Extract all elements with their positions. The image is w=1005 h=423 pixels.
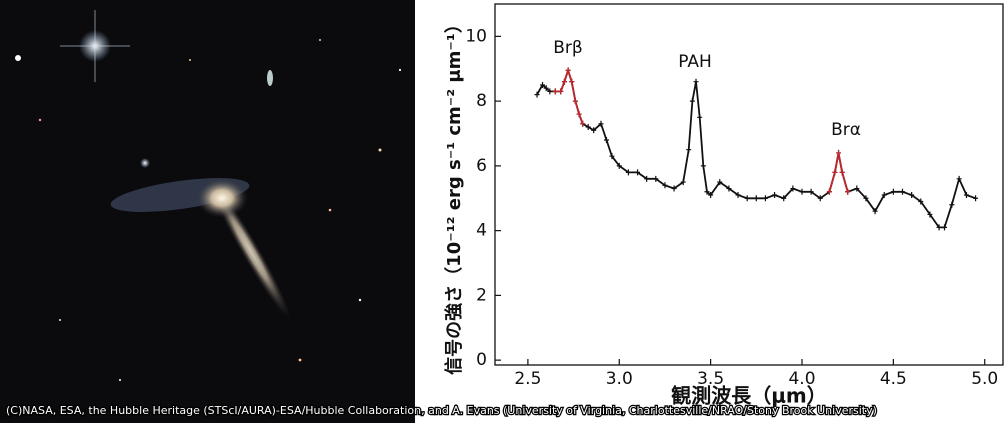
spectrum-line (537, 70, 976, 227)
galaxy-photo (0, 0, 415, 423)
y-tick-label: 8 (476, 91, 487, 111)
spectrum-point (694, 79, 699, 85)
spectrum-point (799, 189, 804, 195)
spectrum-point (836, 150, 841, 156)
y-tick-label: 4 (476, 221, 487, 241)
spectrum-point (573, 98, 578, 104)
spectrum-point (772, 192, 777, 198)
spectrum-point (745, 195, 750, 201)
spectrum-point (891, 189, 896, 195)
annotation: Brα (831, 120, 861, 140)
x-tick-label: 4.5 (880, 369, 907, 389)
photo-credit: (C)NASA, ESA, the Hubble Heritage (STScI… (6, 404, 877, 417)
x-tick-label: 3.5 (697, 369, 724, 389)
plot-frame (495, 4, 1003, 365)
spectrum-point (900, 189, 905, 195)
spectrum-point (558, 88, 563, 94)
spectrum-point (942, 224, 947, 230)
y-tick-label: 0 (476, 350, 487, 370)
spectrum-point (754, 195, 759, 201)
annotation: PAH (678, 52, 712, 72)
spectrum-point (832, 169, 837, 175)
y-tick-label: 10 (465, 26, 487, 46)
spectrum-point (604, 137, 609, 143)
x-tick-label: 5.0 (971, 369, 998, 389)
annotation: Brβ (553, 38, 583, 58)
page: 信号の強さ（10⁻¹² erg s⁻¹ cm⁻² μm⁻¹） 観測波長（μm） … (0, 0, 1005, 423)
x-tick-label: 3.0 (606, 369, 633, 389)
spectrum-point (690, 98, 695, 104)
x-tick-label: 4.0 (788, 369, 815, 389)
x-tick-label: 2.5 (514, 369, 541, 389)
spectrum-point (973, 195, 978, 201)
spectrum-point (949, 202, 954, 208)
spectrum-point (553, 88, 558, 94)
spectrum-point (566, 67, 571, 73)
spectrum-point (845, 189, 850, 195)
spectrum-point (701, 163, 706, 169)
spectrum-point (569, 79, 574, 85)
y-axis-label: 信号の強さ（10⁻¹² erg s⁻¹ cm⁻² μm⁻¹） (443, 15, 465, 375)
y-tick-label: 6 (476, 156, 487, 176)
spectrum-point (586, 124, 591, 130)
spectrum-point (763, 195, 768, 201)
spectrum-point (697, 114, 702, 120)
spectrum-point (840, 169, 845, 175)
y-tick-label: 2 (476, 285, 487, 305)
figure: 信号の強さ（10⁻¹² erg s⁻¹ cm⁻² μm⁻¹） 観測波長（μm） … (0, 0, 1005, 423)
spectrum-point (686, 147, 691, 153)
